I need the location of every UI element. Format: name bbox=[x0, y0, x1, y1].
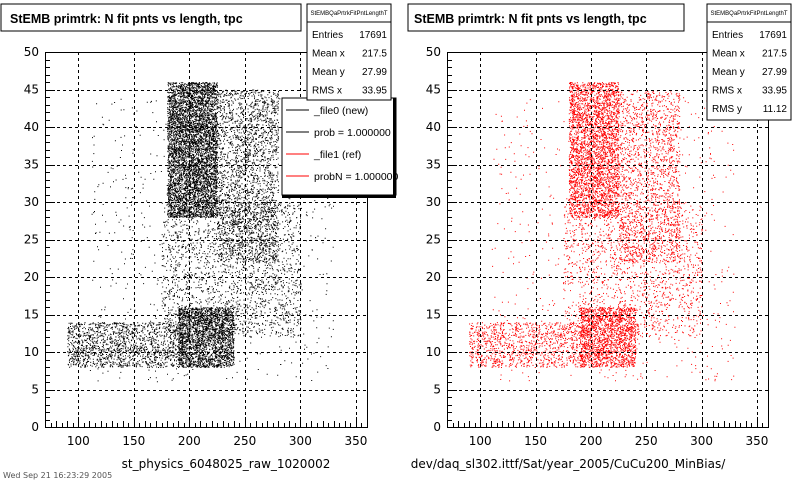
stat-value: 17691 bbox=[359, 30, 387, 41]
scatter-cluster-0 bbox=[568, 82, 620, 218]
scatter-cluster-1 bbox=[618, 90, 681, 263]
y-tick-label: 25 bbox=[24, 233, 39, 247]
footer-timestamp: Wed Sep 21 16:23:29 2005 bbox=[3, 471, 112, 480]
scatter-points bbox=[469, 82, 736, 382]
left-stats-box: StEMBQaPrtrkFitPntLengthT Entries 17691 Me… bbox=[306, 3, 392, 101]
stat-label: RMS x bbox=[312, 86, 342, 97]
x-tick-label: 150 bbox=[122, 434, 145, 448]
x-tick-label: 350 bbox=[344, 434, 367, 448]
left-stats-header: StEMBQaPrtrkFitPntLengthT bbox=[310, 11, 387, 17]
scatter-cluster-0 bbox=[167, 82, 219, 218]
stat-value: 33.95 bbox=[762, 86, 787, 97]
stat-value: 11.12 bbox=[763, 104, 788, 115]
y-tick-label: 5 bbox=[31, 383, 39, 397]
y-tick-label: 30 bbox=[24, 195, 39, 209]
scatter-cluster-4 bbox=[161, 202, 302, 338]
y-tick-label: 50 bbox=[426, 45, 441, 59]
x-tick-label: 250 bbox=[635, 434, 658, 448]
x-tick-label: 300 bbox=[289, 434, 312, 448]
right-x-axis-label: dev/daq_sl302.ittf/Sat/year_2005/CuCu200… bbox=[411, 457, 726, 471]
scatter-cluster-3 bbox=[67, 322, 185, 368]
x-tick-label: 250 bbox=[233, 434, 256, 448]
stat-value: 217.5 bbox=[362, 49, 387, 60]
stat-value: 27.99 bbox=[762, 67, 787, 78]
scatter-point-set bbox=[161, 202, 302, 338]
legend-box: _file0 (new) prob = 1.000000 _file1 (ref) p… bbox=[281, 97, 399, 198]
y-axis: 0 5 10 15 20 25 30 35 40 45 50 bbox=[426, 45, 457, 434]
left-chart-title: StEMB primtrk: N fit pnts vs length, tpc bbox=[10, 12, 243, 26]
left-title-box bbox=[0, 3, 302, 32]
stat-label: Mean y bbox=[312, 67, 345, 78]
left-x-axis-label: st_physics_6048025_raw_1020002 bbox=[122, 457, 331, 471]
right-chart-title: StEMB primtrk: N fit pnts vs length, tpc bbox=[414, 12, 647, 26]
y-tick-label: 45 bbox=[426, 83, 441, 97]
legend-label: _file1 (ref) bbox=[313, 149, 361, 161]
scatter-cluster-3 bbox=[469, 322, 587, 368]
scatter-cluster-4 bbox=[563, 202, 703, 338]
x-tick-label: 100 bbox=[67, 434, 90, 448]
x-axis: 100 150 200 250 300 350 bbox=[453, 417, 768, 448]
scatter-cluster-2 bbox=[579, 307, 637, 368]
x-tick-label: 300 bbox=[690, 434, 713, 448]
scatter-point-set bbox=[167, 82, 219, 218]
y-tick-label: 20 bbox=[24, 270, 39, 284]
stat-value: 17691 bbox=[759, 30, 787, 41]
grid-lines bbox=[447, 52, 768, 427]
y-tick-label: 0 bbox=[31, 420, 39, 434]
stat-label: Mean y bbox=[712, 67, 745, 78]
right-stats-box: StEMBQaPrtrkFitPntLengthT Entries 17691 Me… bbox=[706, 3, 792, 121]
y-tick-label: 5 bbox=[433, 383, 441, 397]
right-plot-area: 100 150 200 250 300 350 0 5 10 15 20 25 30 35 40 45 50 bbox=[426, 45, 769, 448]
stat-label: RMS y bbox=[712, 104, 742, 115]
scatter-cluster-1 bbox=[217, 89, 280, 263]
x-axis: 100 150 200 250 300 350 bbox=[51, 417, 367, 448]
y-tick-label: 30 bbox=[426, 195, 441, 209]
scatter-point-set bbox=[563, 202, 703, 338]
x-tick-label: 350 bbox=[745, 434, 768, 448]
legend-label: probN = 1.000000 bbox=[314, 171, 399, 183]
scatter-point-set bbox=[579, 307, 637, 368]
y-tick-label: 0 bbox=[433, 420, 441, 434]
scatter-point-set bbox=[568, 82, 620, 218]
stat-label: Mean x bbox=[312, 49, 345, 60]
legend-label: _file0 (new) bbox=[313, 105, 368, 117]
legend-label: prob = 1.000000 bbox=[314, 127, 391, 139]
scatter-point-set bbox=[217, 89, 280, 263]
scatter-point-set bbox=[618, 90, 681, 263]
y-tick-label: 45 bbox=[24, 83, 39, 97]
y-tick-label: 35 bbox=[426, 158, 441, 172]
right-title-box bbox=[407, 3, 685, 32]
stat-label: Mean x bbox=[712, 49, 745, 60]
y-axis: 0 5 10 15 20 25 30 35 40 45 50 bbox=[24, 45, 55, 434]
scatter-point-set bbox=[67, 322, 185, 368]
x-tick-label: 150 bbox=[524, 434, 547, 448]
x-tick-label: 200 bbox=[579, 434, 602, 448]
y-tick-label: 35 bbox=[24, 158, 39, 172]
y-tick-label: 10 bbox=[24, 345, 39, 359]
stat-label: Entries bbox=[312, 30, 343, 41]
y-tick-label: 20 bbox=[426, 270, 441, 284]
y-tick-label: 15 bbox=[24, 308, 39, 322]
stat-label: Entries bbox=[712, 30, 743, 41]
x-tick-label: 100 bbox=[469, 434, 492, 448]
y-tick-label: 10 bbox=[426, 345, 441, 359]
right-chart-panel: StEMB primtrk: N fit pnts vs length, tpc… bbox=[407, 3, 769, 471]
y-tick-label: 50 bbox=[24, 45, 39, 59]
stat-value: 217.5 bbox=[762, 49, 787, 60]
y-tick-label: 40 bbox=[426, 120, 441, 134]
stat-value: 33.95 bbox=[362, 86, 387, 97]
y-tick-label: 15 bbox=[426, 308, 441, 322]
y-tick-label: 40 bbox=[24, 120, 39, 134]
stat-label: RMS x bbox=[712, 86, 742, 97]
scatter-point-set bbox=[469, 322, 587, 368]
right-stats-header: StEMBQaPrtrkFitPntLengthT bbox=[710, 11, 787, 17]
x-tick-label: 200 bbox=[178, 434, 201, 448]
stat-value: 27.99 bbox=[362, 67, 387, 78]
y-tick-label: 25 bbox=[426, 233, 441, 247]
